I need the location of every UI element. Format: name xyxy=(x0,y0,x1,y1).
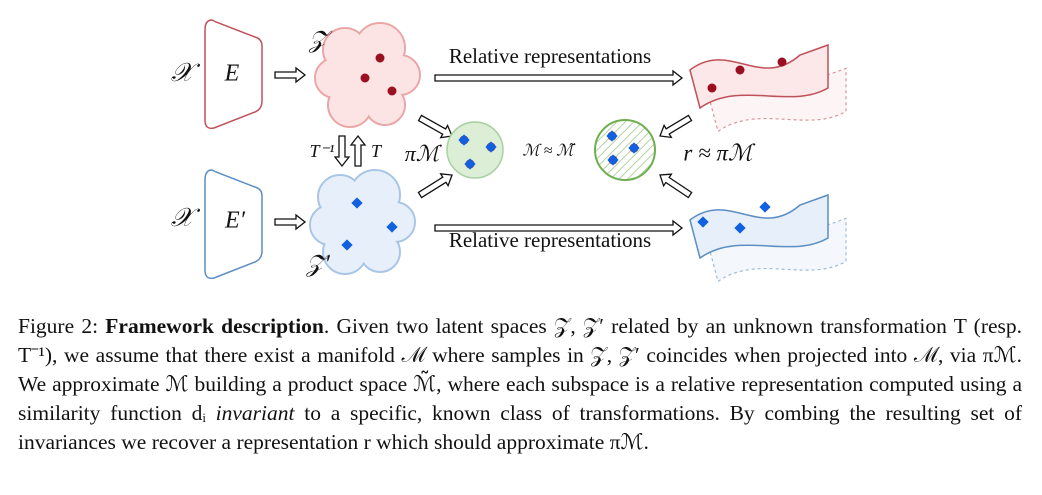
caption: Figure 2: Framework description. Given t… xyxy=(18,312,1022,457)
label: 𝒳 xyxy=(171,203,201,232)
arrow xyxy=(434,219,684,237)
label: ℳ ≈ ℳ̃ xyxy=(523,143,577,160)
point xyxy=(735,65,745,75)
arrow xyxy=(659,114,693,139)
label: Relative representations xyxy=(449,44,651,68)
point xyxy=(387,86,397,96)
point xyxy=(485,141,497,153)
cloud-fill xyxy=(331,196,389,254)
label: E′ xyxy=(224,208,246,234)
point xyxy=(458,134,470,146)
arrow xyxy=(274,66,307,84)
point xyxy=(777,57,787,67)
point xyxy=(697,216,709,228)
point xyxy=(628,142,640,154)
point xyxy=(707,83,717,93)
encoder xyxy=(204,169,263,280)
point xyxy=(734,222,746,234)
label: T⁻¹ xyxy=(310,141,335,161)
point xyxy=(759,201,771,213)
arrow xyxy=(333,135,351,168)
point xyxy=(606,130,618,142)
encoder xyxy=(204,19,263,130)
caption-label: Figure 2: xyxy=(18,314,99,338)
label: E xyxy=(224,61,240,87)
caption-text: to a specific, known class of transforma… xyxy=(18,401,1023,454)
point xyxy=(386,221,398,233)
label: T xyxy=(371,141,383,161)
ribbon xyxy=(689,193,829,260)
manifold-approx xyxy=(594,119,656,181)
caption-title: Framework description xyxy=(105,314,324,338)
label: πℳ xyxy=(405,141,443,166)
arrow xyxy=(417,114,453,139)
label: 𝒳 xyxy=(171,58,201,87)
arrow xyxy=(659,173,693,199)
point xyxy=(341,239,353,251)
label: r ≈ πℳ xyxy=(683,140,756,165)
label: Relative representations xyxy=(449,228,651,252)
point xyxy=(351,197,363,209)
point xyxy=(464,158,476,170)
arrow xyxy=(274,213,307,231)
arrow xyxy=(417,173,453,199)
label: 𝒵′ xyxy=(305,252,330,278)
arrow xyxy=(349,134,367,167)
point xyxy=(607,154,619,166)
caption-text: . Given two latent spaces 𝒵, 𝒵′ related … xyxy=(18,314,1023,425)
arrow xyxy=(434,69,684,87)
diagram-shapes xyxy=(204,19,847,283)
manifold xyxy=(446,121,504,179)
figure: 𝒳 E 𝒵 Relative representations T⁻¹ T πℳ … xyxy=(171,19,847,283)
point xyxy=(375,53,385,63)
point xyxy=(360,73,370,83)
ribbon xyxy=(689,43,829,110)
caption-emphasis: invariant xyxy=(215,401,295,425)
